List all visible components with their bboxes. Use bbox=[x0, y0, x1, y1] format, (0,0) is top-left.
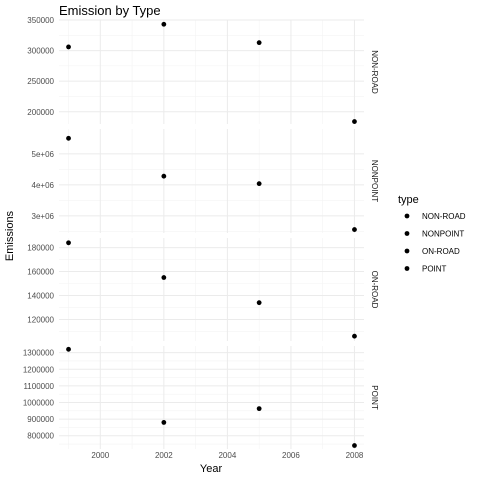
data-point bbox=[256, 181, 262, 187]
data-point bbox=[66, 240, 71, 246]
data-point bbox=[161, 275, 167, 280]
data-point bbox=[161, 173, 167, 179]
legend-key bbox=[404, 248, 410, 254]
y-tick-label: 900000 bbox=[27, 415, 54, 424]
data-point bbox=[352, 227, 357, 232]
data-point bbox=[161, 21, 167, 27]
legend: type NON-ROAD NONPOINT ON-ROAD POINT bbox=[398, 194, 466, 274]
legend-key bbox=[404, 213, 410, 219]
data-point bbox=[256, 300, 262, 306]
facet-nonpoint: 3e+06 4e+06 5e+06 NONPOINT bbox=[32, 129, 379, 233]
y-tick-label: 5e+06 bbox=[32, 150, 55, 159]
facet-on-road: 120000 140000 160000 180000 ON-ROAD bbox=[27, 238, 379, 341]
y-tick-label: 350000 bbox=[27, 16, 54, 25]
y-tick-label: 180000 bbox=[27, 244, 54, 253]
x-tick-label: 2004 bbox=[218, 451, 236, 460]
facet-non-road: 200000 250000 300000 350000 NON-ROAD bbox=[27, 16, 379, 124]
legend-label: NON-ROAD bbox=[422, 212, 466, 221]
x-tick-label: 2008 bbox=[346, 451, 364, 460]
legend-key bbox=[404, 231, 410, 236]
y-tick-label: 120000 bbox=[27, 315, 54, 324]
y-tick-label: 300000 bbox=[27, 47, 54, 56]
data-point bbox=[66, 346, 71, 352]
facet-point: 800000 900000 1000000 1100000 1200000 1300000… bbox=[23, 346, 379, 449]
x-tick-label: 2002 bbox=[155, 451, 173, 460]
legend-title: type bbox=[398, 194, 419, 206]
data-point bbox=[352, 333, 357, 339]
legend-item: ON-ROAD bbox=[404, 247, 460, 256]
x-axis-title: Year bbox=[200, 463, 223, 475]
x-tick-label: 2006 bbox=[282, 451, 300, 460]
y-tick-label: 4e+06 bbox=[32, 181, 55, 190]
facet-strip-label: NONPOINT bbox=[370, 160, 379, 202]
y-tick-label: 250000 bbox=[27, 77, 54, 86]
y-tick-label: 160000 bbox=[27, 268, 54, 277]
legend-label: NONPOINT bbox=[422, 230, 464, 239]
data-point bbox=[352, 119, 357, 124]
legend-label: ON-ROAD bbox=[422, 247, 460, 256]
facet-strip-label: ON-ROAD bbox=[370, 271, 379, 309]
y-tick-label: 3e+06 bbox=[32, 212, 55, 221]
data-point bbox=[161, 420, 167, 425]
legend-key bbox=[404, 266, 410, 271]
data-point bbox=[256, 40, 262, 46]
data-point bbox=[66, 44, 71, 50]
facet-strip-label: NON-ROAD bbox=[370, 50, 379, 94]
y-tick-label: 1100000 bbox=[23, 382, 54, 391]
x-tick-label: 2000 bbox=[91, 451, 109, 460]
x-axis-ticks: 2000 2002 2004 2006 2008 bbox=[91, 451, 364, 460]
legend-item: NONPOINT bbox=[404, 230, 464, 239]
facet-strip-label: POINT bbox=[370, 385, 379, 410]
legend-item: NON-ROAD bbox=[404, 212, 466, 221]
data-point bbox=[66, 135, 71, 141]
data-point bbox=[352, 443, 357, 448]
y-tick-label: 1000000 bbox=[23, 398, 55, 407]
legend-item: POINT bbox=[404, 265, 447, 274]
chart-title: Emission by Type bbox=[59, 3, 161, 18]
data-point bbox=[256, 406, 262, 412]
y-tick-label: 1200000 bbox=[23, 365, 55, 374]
y-tick-label: 140000 bbox=[27, 291, 54, 300]
y-axis-title: Emissions bbox=[4, 210, 16, 261]
facet-panels: 200000 250000 300000 350000 NON-ROAD 3e+06 4e+… bbox=[23, 16, 379, 449]
y-tick-label: 1300000 bbox=[23, 349, 55, 358]
legend-label: POINT bbox=[422, 265, 447, 274]
y-tick-label: 200000 bbox=[27, 108, 54, 117]
y-tick-label: 800000 bbox=[27, 432, 54, 441]
